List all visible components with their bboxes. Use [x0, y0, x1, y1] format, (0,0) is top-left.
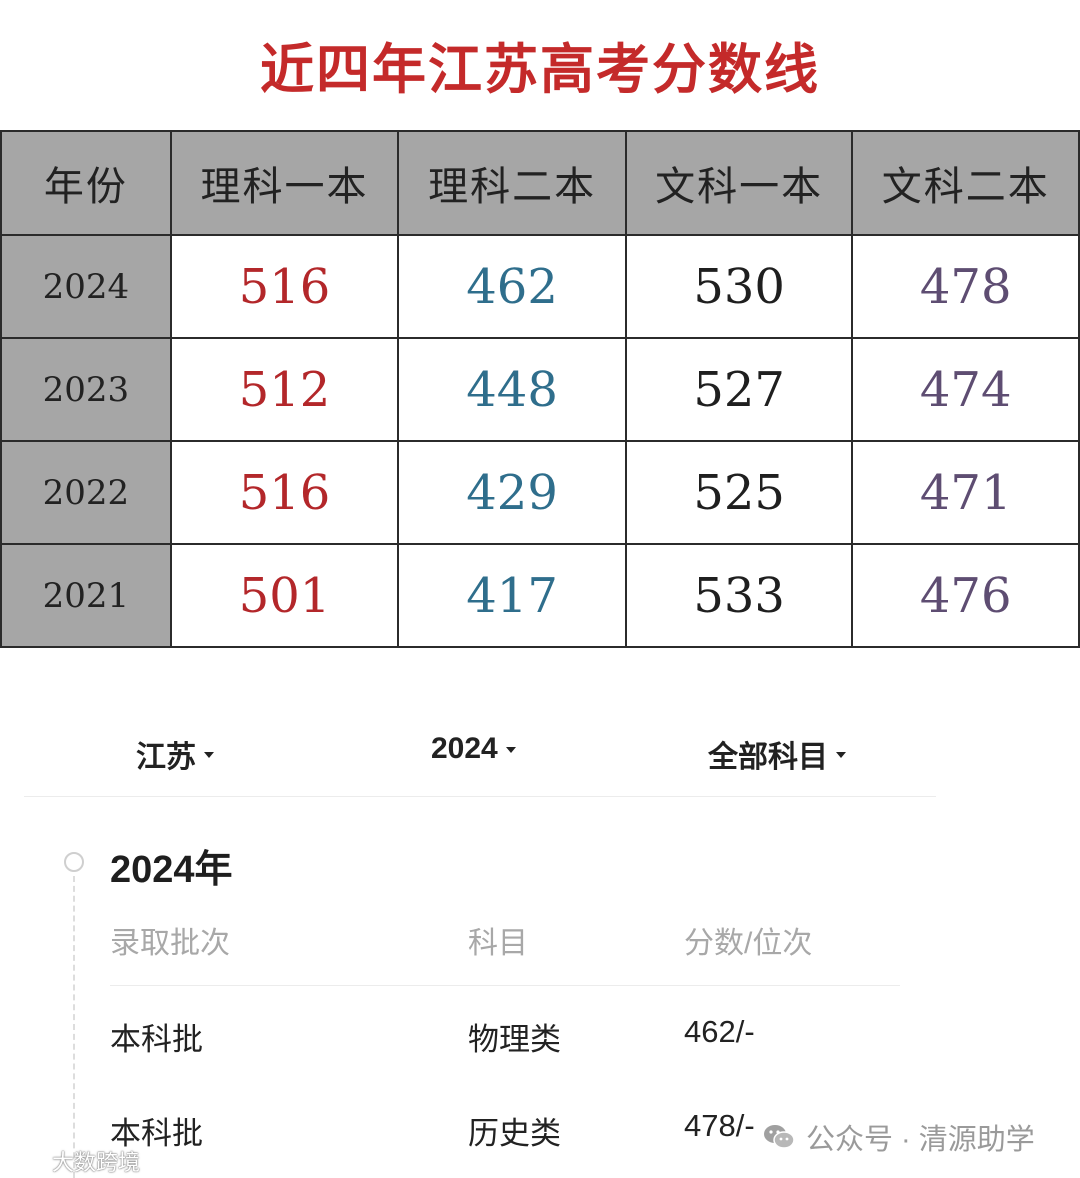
top-strip	[0, 0, 1080, 28]
table-row: 2021 501 417 533 476	[0, 543, 1080, 648]
score-cell: 530	[624, 234, 854, 339]
table-row: 2024 516 462 530 478	[0, 234, 1080, 339]
timeline-dot-icon	[64, 852, 84, 872]
caret-down-icon	[204, 752, 214, 758]
column-header-score: 分数/位次	[684, 927, 813, 960]
header-year: 年份	[0, 130, 172, 236]
subject-dropdown[interactable]: 全部科目	[708, 732, 846, 776]
score-cell: 516	[169, 440, 400, 545]
wechat-watermark-text: 公众号 · 清源助学	[806, 1124, 1035, 1156]
score-cell: 471	[851, 440, 1080, 545]
caret-down-icon	[836, 752, 846, 758]
column-header-subject: 科目	[468, 927, 528, 960]
wechat-watermark: 公众号 · 清源助学	[762, 1116, 1035, 1158]
score-cell: 533	[624, 543, 854, 648]
score-cell: 501	[169, 543, 400, 648]
header-arts-1: 文科一本	[624, 130, 854, 236]
score-cell: 478	[851, 234, 1080, 339]
table-row: 2023 512 448 527 474	[0, 337, 1080, 442]
score-cell: 516	[169, 234, 400, 339]
score-cell: 417	[397, 543, 627, 648]
filter-bar: 江苏 2024 全部科目	[24, 700, 936, 797]
result-subject: 物理类	[468, 1022, 561, 1057]
table-row: 2022 516 429 525 471	[0, 440, 1080, 545]
result-subject: 历史类	[468, 1116, 561, 1151]
score-cell: 429	[397, 440, 627, 545]
subject-label: 全部科目	[708, 741, 828, 774]
divider	[110, 985, 900, 986]
row-year: 2023	[0, 337, 172, 442]
header-arts-2: 文科二本	[851, 130, 1080, 236]
score-cell: 476	[851, 543, 1080, 648]
province-label: 江苏	[136, 741, 196, 774]
score-table: 年份 理科一本 理科二本 文科一本 文科二本 2024 516 462 530 …	[0, 130, 1080, 648]
logo-icon	[9, 1153, 38, 1169]
year-label: 2024	[431, 732, 498, 765]
wechat-icon	[764, 1125, 795, 1149]
score-cell: 474	[851, 337, 1080, 442]
score-cell: 527	[624, 337, 854, 442]
caret-down-icon	[505, 747, 516, 753]
header-sci-2: 理科二本	[397, 130, 627, 236]
score-cell: 462	[397, 234, 627, 339]
score-cell: 448	[397, 337, 627, 442]
image-title: 近四年江苏高考分数线	[260, 38, 820, 101]
year-heading: 2024年	[110, 849, 233, 891]
header-sci-1: 理科一本	[169, 130, 400, 236]
result-score: 478/-	[684, 1108, 755, 1143]
timeline-line	[73, 876, 75, 1178]
result-batch: 本科批	[110, 1116, 203, 1151]
score-cell: 525	[624, 440, 854, 545]
year-dropdown[interactable]: 2024	[431, 732, 516, 766]
corner-watermark: 大数跨境	[8, 1145, 140, 1177]
row-year: 2021	[0, 543, 172, 648]
province-dropdown[interactable]: 江苏	[136, 732, 214, 776]
score-table-header: 年份 理科一本 理科二本 文科一本 文科二本	[0, 130, 1080, 236]
column-header-batch: 录取批次	[110, 927, 230, 960]
row-year: 2024	[0, 234, 172, 339]
result-batch: 本科批	[110, 1022, 203, 1057]
corner-watermark-text: 大数跨境	[52, 1150, 141, 1175]
result-score: 462/-	[684, 1014, 755, 1049]
row-year: 2022	[0, 440, 172, 545]
score-cell: 512	[169, 337, 400, 442]
